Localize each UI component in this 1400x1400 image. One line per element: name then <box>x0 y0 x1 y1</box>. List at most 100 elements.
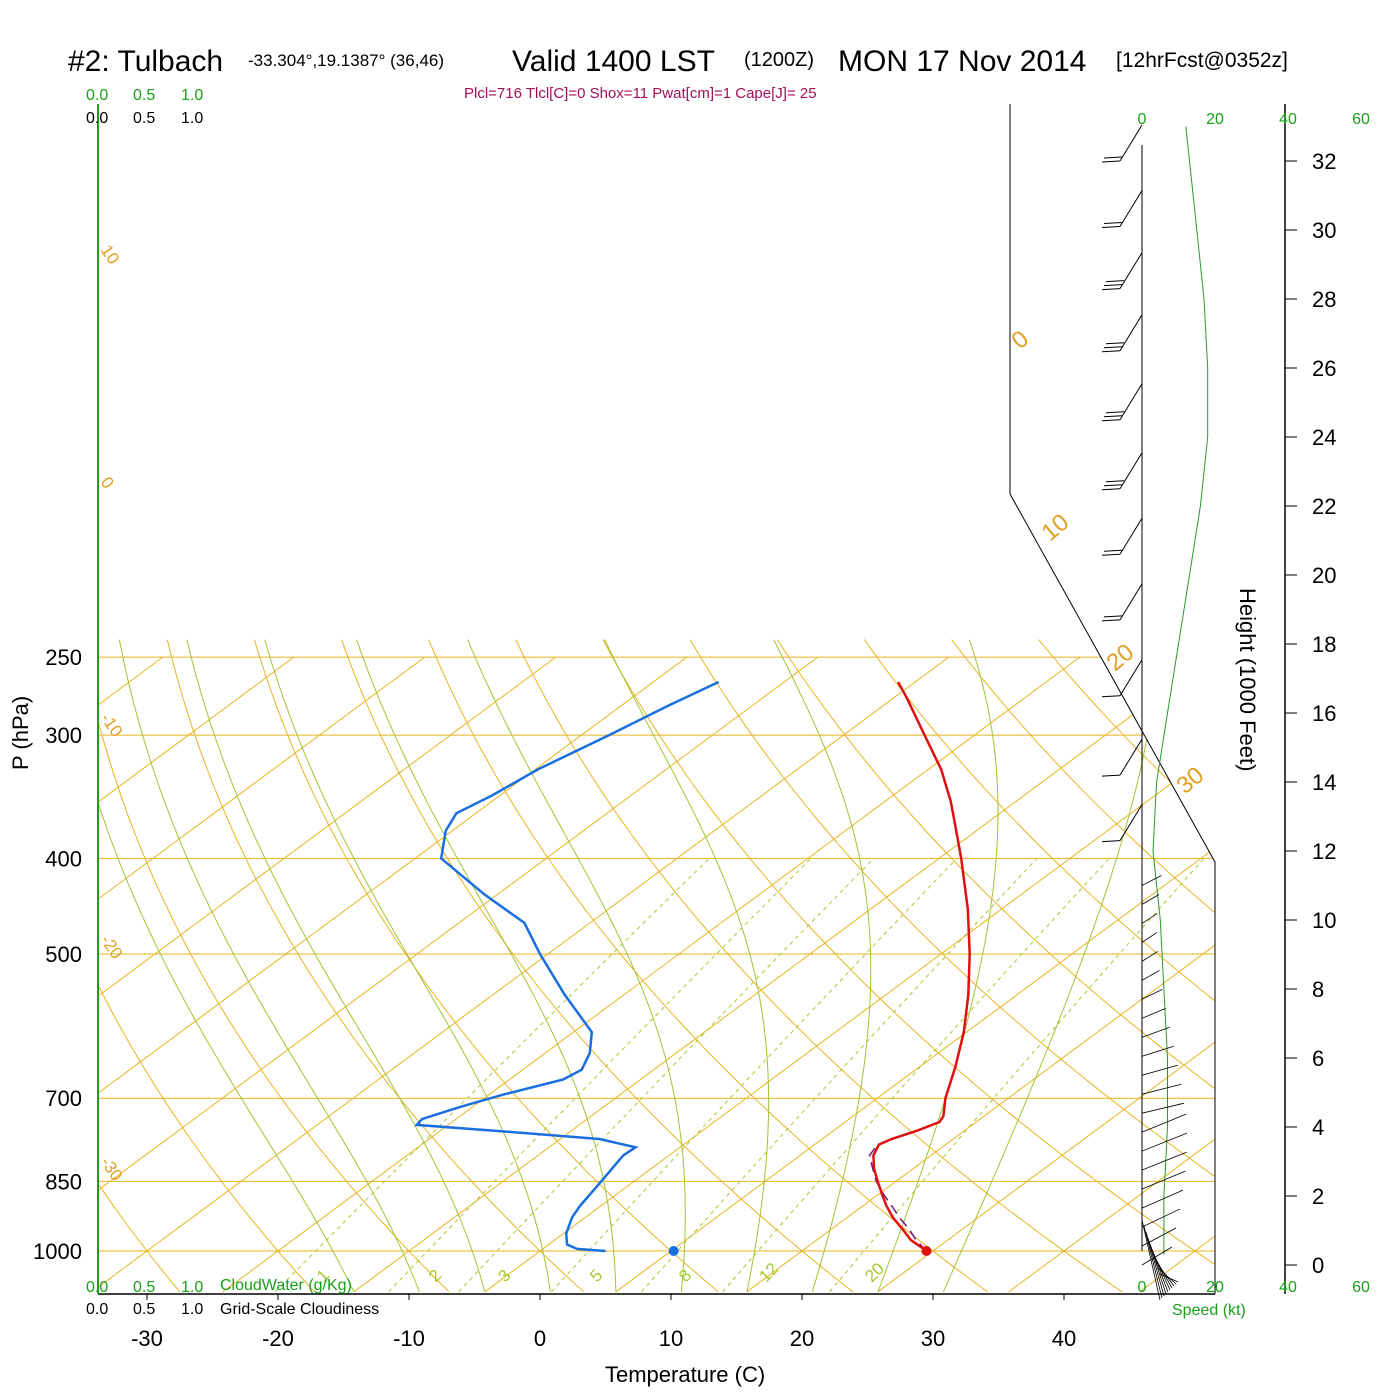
sounding-profiles <box>414 680 971 1256</box>
wind-barb-flag <box>1103 415 1123 418</box>
pressure-tick-label: 1000 <box>33 1239 82 1264</box>
wind-barb-flag <box>1105 280 1125 283</box>
station-title: #2: Tulbach <box>68 45 223 78</box>
wind-barb-flag <box>1101 553 1121 556</box>
wind-barb-flag <box>1101 160 1121 163</box>
isotherm-line <box>98 656 819 1293</box>
low-level-barb <box>1141 988 1163 1000</box>
wind-barb-flag <box>1101 488 1121 491</box>
isotherm-line <box>1139 656 1215 1293</box>
isotherm-label: 10 <box>1037 509 1075 547</box>
low-level-barb <box>1141 1113 1187 1133</box>
wind-barb <box>1101 124 1143 163</box>
low-level-barb <box>1141 875 1162 886</box>
mixing-ratio-label: 12 <box>755 1259 782 1286</box>
mixing-ratio-line <box>641 858 1038 1293</box>
wind-barb-flag <box>1101 619 1121 622</box>
isotherm-line <box>615 656 1215 1293</box>
axes: -30 -20 -10 0 10 20 30 40 250 300 400 500 700 850 1000 <box>33 645 1076 1351</box>
stability-params: Plcl=716 Tlcl[C]=0 Shox=11 Pwat[cm]=1 Ca… <box>464 85 817 102</box>
cw-top-1: 0.5 <box>133 87 155 104</box>
forecast-run: [12hrFcst@0352z] <box>1116 49 1288 72</box>
dry-adiabat-label: 10 <box>97 241 123 267</box>
low-level-barb <box>1141 1026 1170 1038</box>
grid-clip-group <box>98 639 1400 1293</box>
height-tick-label: 18 <box>1312 632 1336 657</box>
surface-barb <box>1159 1273 1179 1283</box>
speed-tick-label-top: 40 <box>1279 111 1297 128</box>
speed-label: Speed (kt) <box>1172 1302 1246 1319</box>
dry-adiabat-line <box>428 639 988 1293</box>
moist-adiabat-line <box>467 639 686 1292</box>
dry-adiabat-line <box>98 639 450 1293</box>
speed-tick-label-bottom: 20 <box>1206 1279 1224 1296</box>
low-level-barb <box>1141 1227 1177 1247</box>
speed-tick-label-bottom: 40 <box>1279 1279 1297 1296</box>
isotherm-line <box>98 656 295 1293</box>
moist-adiabat-line <box>98 639 355 1293</box>
wind-barb-staff <box>1119 314 1143 352</box>
dry-adiabat-line <box>1125 639 1215 1293</box>
moist-adiabat-line <box>877 639 999 1292</box>
cl-bot-0: 0.0 <box>86 1301 108 1318</box>
isotherm-line <box>98 656 557 1293</box>
height-tick-label: 4 <box>1312 1115 1324 1140</box>
cloudiness-label: Grid-Scale Cloudiness <box>220 1301 379 1318</box>
wind-barb-flag <box>1101 226 1121 229</box>
height-tick-label: 2 <box>1312 1184 1324 1209</box>
low-level-barb <box>1141 1064 1178 1076</box>
moist-adiabat-line <box>356 639 617 1292</box>
x-tick-label: 40 <box>1052 1326 1076 1351</box>
surface-barb <box>1151 1249 1171 1291</box>
x-tick-label: 0 <box>534 1326 546 1351</box>
dewpoint-line <box>414 680 720 1253</box>
wind-barb-flag <box>1103 549 1123 552</box>
x-axis-title: Temperature (C) <box>605 1362 765 1387</box>
isotherm-line <box>484 656 1215 1293</box>
wind-barb <box>1101 518 1143 556</box>
moist-adiabat-line <box>186 639 486 1292</box>
low-level-barb <box>1141 932 1158 943</box>
cloudwater-label: CloudWater (g/Kg) <box>220 1277 352 1294</box>
isotherm-line <box>353 656 1212 1293</box>
wind-barb <box>1101 583 1143 622</box>
mixing-ratio-line <box>388 858 812 1293</box>
mixing-ratio-label: 8 <box>675 1266 695 1286</box>
height-tick-label: 28 <box>1312 287 1336 312</box>
wind-barb <box>1101 314 1143 353</box>
low-level-barb <box>1141 1189 1184 1209</box>
height-axis-title: Height (1000 Feet) <box>1235 588 1260 771</box>
low-level-barb <box>1141 1170 1186 1190</box>
wind-barb-flag <box>1105 411 1125 414</box>
height-tick-label: 14 <box>1312 770 1336 795</box>
parcel-path <box>868 1144 928 1252</box>
height-tick-label: 32 <box>1312 149 1336 174</box>
wind-barb <box>1101 383 1143 422</box>
surface-barb <box>1141 1219 1161 1301</box>
isotherm-line <box>98 656 950 1293</box>
dry-adiabat-line <box>776 639 1215 1293</box>
wind-barb-flag <box>1101 419 1121 422</box>
wind-barb-flag <box>1103 484 1123 487</box>
low-level-barb <box>1141 1208 1181 1228</box>
moist-adiabat-line <box>604 639 770 1292</box>
dry-adiabat-line <box>341 639 854 1293</box>
wind-barb <box>1101 659 1143 698</box>
dry-adiabat-line <box>1387 640 1400 1292</box>
height-tick-label: 6 <box>1312 1046 1324 1071</box>
wind-panel: 0246810121416182022242628303200202040406… <box>1101 104 1370 1301</box>
dry-adiabat-label: -20 <box>97 931 127 962</box>
cl-top-1: 0.5 <box>133 110 155 127</box>
speed-profile-line <box>1152 126 1209 1255</box>
wind-barb-staff <box>1119 518 1143 555</box>
temperature-line <box>872 681 971 1253</box>
height-tick-label: 10 <box>1312 908 1336 933</box>
isotherm-line <box>877 656 1215 1293</box>
height-tick-label: 22 <box>1312 494 1336 519</box>
isotherm-line <box>1271 657 1400 1292</box>
x-tick-label: -10 <box>393 1326 425 1351</box>
wind-barb-staff <box>1119 659 1143 697</box>
height-tick-label: 8 <box>1312 977 1324 1002</box>
moist-adiabat-line <box>264 639 551 1292</box>
